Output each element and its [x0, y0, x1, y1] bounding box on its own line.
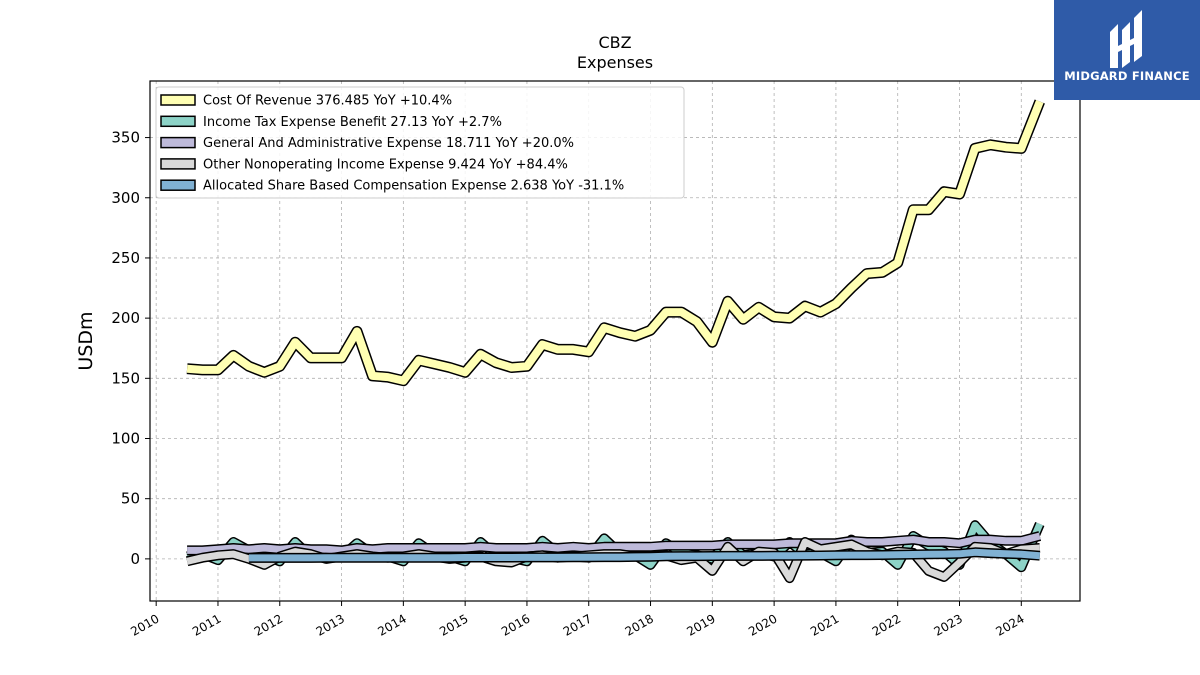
y-tick-label: 300: [111, 189, 140, 207]
x-tick-label: 2015: [437, 611, 470, 638]
legend: Cost Of Revenue 376.485 YoY +10.4% Income…: [155, 86, 685, 199]
legend-box: [155, 86, 685, 199]
x-tick-label: 2019: [684, 611, 717, 638]
legend-entry: Allocated Share Based Compensation Expen…: [203, 179, 624, 194]
y-tick-label: 0: [130, 550, 140, 568]
plot-frame: [149, 80, 1081, 602]
series-0: [186, 99, 1045, 387]
x-tick-label: 2020: [746, 611, 779, 638]
y-axis-label: USDm: [75, 311, 97, 370]
x-tick-label: 2021: [808, 611, 841, 638]
midgard-logo-icon: [1110, 10, 1142, 68]
y-tick-label: 150: [111, 369, 140, 387]
y-tick-label: 200: [111, 309, 140, 327]
y-tick-label: 250: [111, 249, 140, 267]
legend-entry: Other Nonoperating Income Expense 9.424 …: [203, 157, 568, 172]
brand-logo: MIDGARD FINANCE: [1054, 0, 1200, 100]
y-tick-label: 350: [111, 129, 140, 147]
legend-swatch: [160, 115, 196, 128]
legend-entry: Income Tax Expense Benefit 27.13 YoY +2.…: [203, 115, 502, 130]
x-tick-label: 2017: [561, 611, 594, 638]
y-tick-label: 100: [111, 430, 140, 448]
series-line: [187, 532, 1041, 554]
legend-entry: Cost Of Revenue 376.485 YoY +10.4%: [203, 94, 452, 109]
chart-subtitle: Expenses: [577, 53, 653, 72]
legend-entry: General And Administrative Expense 18.71…: [203, 136, 574, 151]
x-tick-label: 2023: [932, 611, 965, 638]
x-tick-label: 2011: [190, 611, 223, 638]
chart-title: CBZ: [598, 33, 631, 52]
legend-swatch: [160, 94, 196, 106]
x-tick-label: 2010: [128, 611, 161, 638]
x-tick-label: 2024: [993, 611, 1026, 638]
x-tick-label: 2022: [870, 611, 903, 638]
x-tick-label: 2014: [375, 611, 408, 638]
x-tick-label: 2012: [252, 611, 285, 638]
series-line: [186, 100, 1044, 385]
y-tick-label: 50: [121, 490, 140, 508]
x-tick-label: 2013: [314, 611, 347, 638]
series-line: [248, 548, 1041, 562]
legend-swatch: [160, 136, 196, 149]
x-tick-label: 2016: [499, 611, 532, 638]
series-2: [187, 531, 1042, 556]
legend-swatch: [160, 179, 196, 191]
legend-swatch: [160, 158, 196, 170]
brand-logo-text: MIDGARD FINANCE: [1064, 69, 1190, 83]
x-tick-label: 2018: [623, 611, 656, 638]
series-layer: [185, 99, 1045, 584]
series-4: [248, 547, 1041, 563]
